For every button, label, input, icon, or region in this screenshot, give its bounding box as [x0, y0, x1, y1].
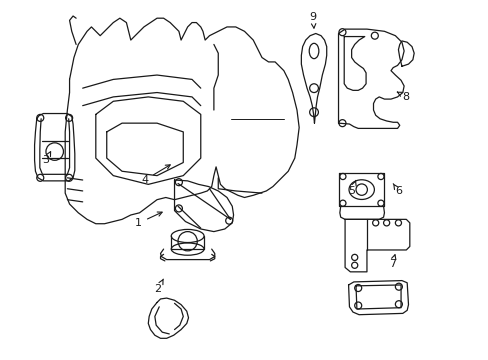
Text: 8: 8	[396, 92, 409, 102]
Text: 6: 6	[392, 184, 401, 197]
Text: 1: 1	[135, 212, 162, 228]
Text: 5: 5	[348, 180, 355, 196]
Text: 9: 9	[309, 12, 316, 28]
Text: 7: 7	[388, 255, 395, 269]
Text: 2: 2	[154, 279, 163, 294]
Text: 4: 4	[141, 165, 170, 185]
Text: 3: 3	[42, 152, 51, 165]
